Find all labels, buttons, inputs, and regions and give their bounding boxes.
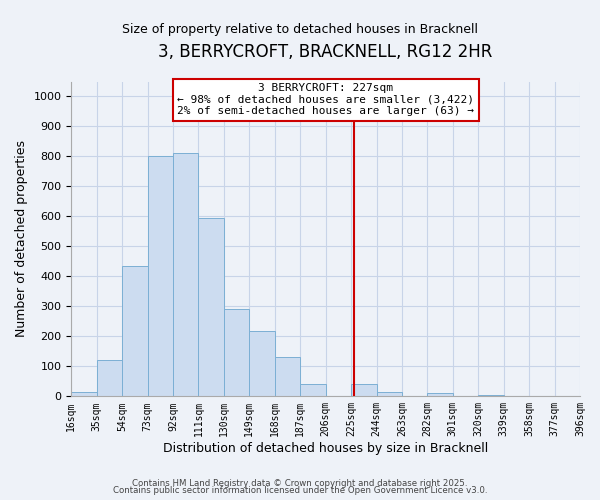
Bar <box>351 384 377 396</box>
Bar <box>199 218 224 396</box>
X-axis label: Distribution of detached houses by size in Bracknell: Distribution of detached houses by size … <box>163 442 488 455</box>
Bar <box>478 395 503 396</box>
Text: 3 BERRYCROFT: 227sqm
← 98% of detached houses are smaller (3,422)
2% of semi-det: 3 BERRYCROFT: 227sqm ← 98% of detached h… <box>177 83 474 116</box>
Text: Size of property relative to detached houses in Bracknell: Size of property relative to detached ho… <box>122 22 478 36</box>
Bar <box>250 332 275 396</box>
Text: Contains public sector information licensed under the Open Government Licence v3: Contains public sector information licen… <box>113 486 487 495</box>
Bar <box>97 360 122 396</box>
Y-axis label: Number of detached properties: Number of detached properties <box>15 140 28 338</box>
Bar <box>148 156 173 396</box>
Title: 3, BERRYCROFT, BRACKNELL, RG12 2HR: 3, BERRYCROFT, BRACKNELL, RG12 2HR <box>158 42 493 60</box>
Bar <box>427 394 453 396</box>
Bar <box>122 266 148 396</box>
Bar <box>377 392 402 396</box>
Bar <box>224 309 250 396</box>
Bar <box>173 154 199 396</box>
Bar <box>300 384 326 396</box>
Bar <box>71 392 97 396</box>
Bar <box>275 358 300 397</box>
Text: Contains HM Land Registry data © Crown copyright and database right 2025.: Contains HM Land Registry data © Crown c… <box>132 478 468 488</box>
